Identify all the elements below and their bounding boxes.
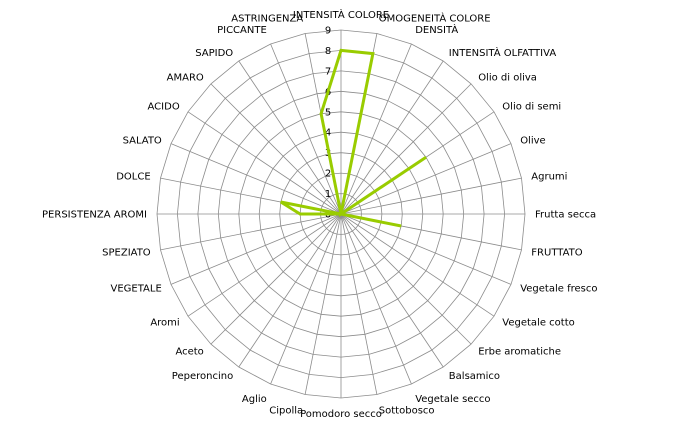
spoke-2 xyxy=(340,43,412,215)
category-label: AMARO xyxy=(167,72,204,83)
category-label: ASTRINGENZA xyxy=(231,14,303,25)
category-label: Aglio xyxy=(242,394,267,405)
category-label: Vegetale fresco xyxy=(520,284,597,295)
category-label: Aromi xyxy=(150,317,179,328)
spoke-28 xyxy=(210,83,342,215)
category-label: SPEZIATO xyxy=(102,247,151,258)
tick-label-7: 7 xyxy=(325,66,331,77)
category-label: Erbe aromatiche xyxy=(478,347,561,358)
category-label: Vegetale cotto xyxy=(502,317,574,328)
category-label: INTENSITÀ OLFATTIVA xyxy=(449,46,557,59)
category-label: DOLCE xyxy=(116,172,150,183)
series-line xyxy=(280,48,427,228)
spoke-26 xyxy=(170,143,342,215)
spoke-12 xyxy=(340,213,472,345)
category-label: Peperoncino xyxy=(172,371,233,382)
tick-label-5: 5 xyxy=(325,107,331,118)
category-label: ACIDO xyxy=(148,102,180,113)
category-label: INTENSITÀ COLORE xyxy=(293,8,389,21)
category-label: Aceto xyxy=(175,347,203,358)
spoke-18 xyxy=(270,213,342,385)
category-label: FRUTTATO xyxy=(531,247,582,258)
category-label: Olio di oliva xyxy=(478,72,537,83)
spoke-6 xyxy=(340,143,512,215)
category-label: Agrumi xyxy=(531,172,567,183)
tick-label-9: 9 xyxy=(325,26,331,37)
spoke-23 xyxy=(160,213,342,251)
spoke-21 xyxy=(187,213,342,317)
spoke-14 xyxy=(340,213,412,385)
category-label: VEGETALE xyxy=(111,284,162,295)
spoke-20 xyxy=(210,213,342,345)
tick-label-4: 4 xyxy=(325,128,331,139)
spoke-30 xyxy=(270,43,342,215)
spoke-7 xyxy=(340,177,522,215)
spoke-17 xyxy=(304,213,342,395)
category-label: SAPIDO xyxy=(195,48,233,59)
spoke-29 xyxy=(238,60,342,215)
spoke-10 xyxy=(340,213,512,285)
spoke-27 xyxy=(187,111,342,215)
tick-label-2: 2 xyxy=(325,169,331,180)
category-label: Sottobosco xyxy=(379,405,435,416)
category-label: Olio di semi xyxy=(502,102,561,113)
spoke-4 xyxy=(340,83,472,215)
category-label: PICCANTE xyxy=(217,25,267,36)
category-label: Cipolla xyxy=(269,405,303,416)
category-label: OMOGENEITÀ COLORE xyxy=(379,12,491,25)
spoke-13 xyxy=(340,213,444,368)
category-label: Olive xyxy=(520,135,546,146)
category-label: Frutta secca xyxy=(535,210,596,221)
spoke-22 xyxy=(170,213,342,285)
category-label: Vegetale secco xyxy=(415,394,490,405)
category-label: Balsamico xyxy=(449,371,500,382)
category-label: PERSISTENZA AROMI xyxy=(42,210,147,221)
spoke-11 xyxy=(340,213,495,317)
category-label: SALATO xyxy=(123,135,162,146)
tick-label-8: 8 xyxy=(325,46,331,57)
spoke-19 xyxy=(238,213,342,368)
spoke-3 xyxy=(340,60,444,215)
tick-label-1: 1 xyxy=(325,189,331,200)
spoke-15 xyxy=(340,213,378,395)
category-label: DENSITÀ xyxy=(415,23,458,36)
category-label: Pomodoro secco xyxy=(300,409,382,420)
